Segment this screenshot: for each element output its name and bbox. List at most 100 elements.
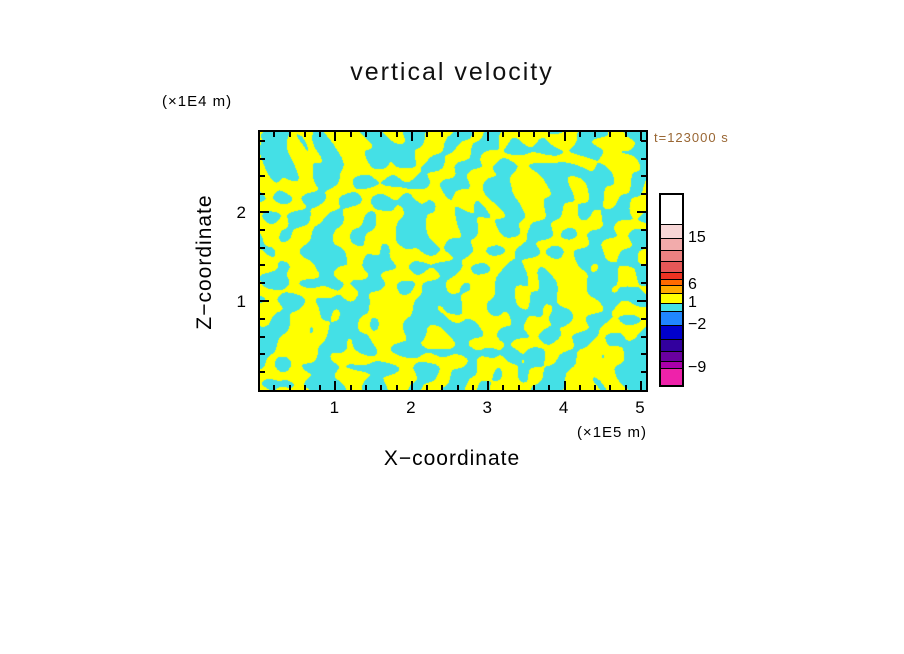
z-minor-tick bbox=[641, 175, 646, 177]
colorbar-segment bbox=[661, 293, 682, 303]
x-tick-label: 5 bbox=[635, 398, 645, 417]
x-minor-tick bbox=[304, 385, 306, 390]
x-major-tick bbox=[334, 132, 336, 141]
z-major-tick bbox=[260, 300, 269, 302]
x-minor-tick bbox=[518, 385, 520, 390]
x-minor-tick bbox=[350, 385, 352, 390]
colorbar-segment bbox=[661, 272, 682, 279]
z-minor-tick bbox=[260, 336, 265, 338]
colorbar-tick-label: 1 bbox=[688, 294, 697, 311]
colorbar-segment bbox=[661, 311, 682, 325]
x-minor-tick bbox=[548, 385, 550, 390]
x-major-tick bbox=[564, 381, 566, 390]
x-minor-tick bbox=[625, 132, 627, 137]
colorbar-tick-label: 6 bbox=[688, 276, 697, 293]
x-minor-tick bbox=[594, 132, 596, 137]
x-minor-tick bbox=[350, 132, 352, 137]
z-major-tick bbox=[260, 211, 269, 213]
z-minor-tick bbox=[260, 158, 265, 160]
z-minor-tick bbox=[641, 264, 646, 266]
colorbar-segment bbox=[661, 368, 682, 385]
x-minor-tick bbox=[289, 132, 291, 137]
x-major-tick bbox=[564, 132, 566, 141]
x-major-tick bbox=[640, 132, 642, 141]
x-major-tick bbox=[411, 381, 413, 390]
colorbar-segment bbox=[661, 303, 682, 311]
z-axis-unit-label: (×1E4 m) bbox=[162, 93, 233, 110]
z-axis-label: Z−coordinate bbox=[193, 194, 216, 330]
x-minor-tick bbox=[579, 132, 581, 137]
colorbar-segment bbox=[661, 250, 682, 261]
z-minor-tick bbox=[260, 175, 265, 177]
z-minor-tick bbox=[260, 282, 265, 284]
x-minor-tick bbox=[533, 385, 535, 390]
x-minor-tick bbox=[441, 132, 443, 137]
x-minor-tick bbox=[289, 385, 291, 390]
z-minor-tick bbox=[641, 353, 646, 355]
x-minor-tick bbox=[273, 132, 275, 137]
x-minor-tick bbox=[365, 385, 367, 390]
z-minor-tick bbox=[260, 353, 265, 355]
colorbar bbox=[659, 193, 684, 387]
colorbar-segment bbox=[661, 238, 682, 250]
x-axis-label: X−coordinate bbox=[383, 447, 521, 470]
plot-area bbox=[258, 130, 648, 392]
z-minor-tick bbox=[260, 193, 265, 195]
z-minor-tick bbox=[641, 229, 646, 231]
x-minor-tick bbox=[319, 385, 321, 390]
x-major-tick bbox=[640, 381, 642, 390]
z-minor-tick bbox=[641, 193, 646, 195]
z-minor-tick bbox=[641, 158, 646, 160]
x-minor-tick bbox=[579, 385, 581, 390]
x-minor-tick bbox=[319, 132, 321, 137]
z-major-tick bbox=[637, 211, 646, 213]
colorbar-segment bbox=[661, 325, 682, 339]
x-minor-tick bbox=[518, 132, 520, 137]
colorbar-segment bbox=[661, 339, 682, 351]
colorbar-segment bbox=[661, 351, 682, 361]
x-major-tick bbox=[411, 132, 413, 141]
x-minor-tick bbox=[502, 132, 504, 137]
z-minor-tick bbox=[260, 229, 265, 231]
x-minor-tick bbox=[594, 385, 596, 390]
x-major-tick bbox=[487, 132, 489, 141]
x-minor-tick bbox=[625, 385, 627, 390]
x-minor-tick bbox=[548, 132, 550, 137]
z-tick-label: 2 bbox=[236, 203, 246, 222]
z-minor-tick bbox=[641, 371, 646, 373]
x-major-tick bbox=[334, 381, 336, 390]
time-label: t=123000 s bbox=[654, 130, 729, 145]
z-major-tick bbox=[637, 300, 646, 302]
z-minor-tick bbox=[260, 264, 265, 266]
x-minor-tick bbox=[426, 132, 428, 137]
colorbar-tick-label: −2 bbox=[688, 316, 707, 333]
colorbar-segment bbox=[661, 279, 682, 285]
x-minor-tick bbox=[472, 132, 474, 137]
x-tick-label: 1 bbox=[329, 398, 340, 417]
z-minor-tick bbox=[641, 282, 646, 284]
x-minor-tick bbox=[609, 132, 611, 137]
x-minor-tick bbox=[365, 132, 367, 137]
x-axis-unit-label: (×1E5 m) bbox=[576, 424, 648, 441]
x-minor-tick bbox=[472, 385, 474, 390]
colorbar-segment bbox=[661, 285, 682, 293]
colorbar-segment bbox=[661, 361, 682, 368]
z-minor-tick bbox=[260, 140, 265, 142]
z-minor-tick bbox=[260, 318, 265, 320]
x-minor-tick bbox=[609, 385, 611, 390]
x-tick-label: 3 bbox=[482, 398, 492, 417]
x-tick-label: 4 bbox=[558, 398, 569, 417]
colorbar-tick-label: 15 bbox=[688, 229, 706, 246]
x-minor-tick bbox=[380, 132, 382, 137]
x-major-tick bbox=[487, 381, 489, 390]
x-minor-tick bbox=[396, 132, 398, 137]
x-minor-tick bbox=[380, 385, 382, 390]
z-minor-tick bbox=[260, 247, 265, 249]
z-minor-tick bbox=[641, 336, 646, 338]
velocity-field-canvas bbox=[260, 132, 646, 390]
z-minor-tick bbox=[641, 318, 646, 320]
x-minor-tick bbox=[502, 385, 504, 390]
x-minor-tick bbox=[304, 132, 306, 137]
colorbar-segment bbox=[661, 224, 682, 238]
